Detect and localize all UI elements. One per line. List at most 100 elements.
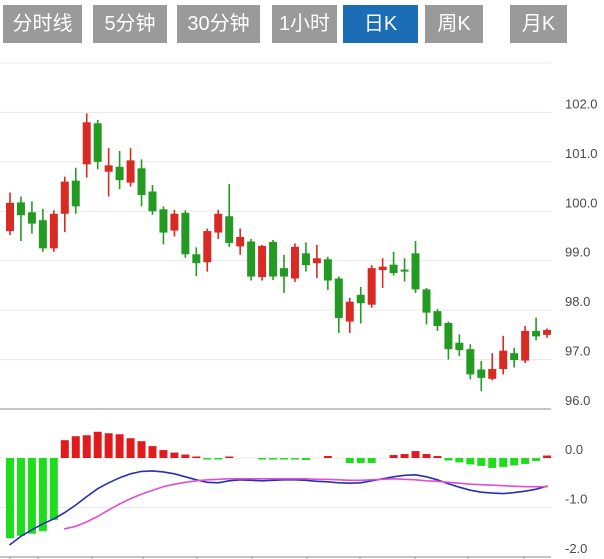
candle-body [543, 329, 552, 335]
macd-bar [181, 454, 190, 458]
candle-wick [20, 196, 22, 241]
candle-body [269, 241, 278, 277]
candle-body [455, 342, 464, 351]
macd-bar [71, 436, 80, 458]
candle-body [181, 212, 190, 255]
tab-daily-k[interactable]: 日K [343, 5, 418, 43]
candle-body [214, 213, 223, 233]
macd-histogram [6, 431, 552, 539]
candle-wick [535, 317, 537, 341]
macd-bar [148, 446, 157, 458]
tab-30min[interactable]: 30分钟 [177, 5, 260, 43]
macd-bar [258, 458, 267, 460]
macd-bar [104, 433, 113, 458]
price-axis-label: 99.0 [565, 245, 590, 260]
macd-bar [225, 456, 234, 458]
macd-bar [38, 458, 47, 532]
candle-body [115, 166, 124, 181]
candle-body [433, 311, 442, 326]
macd-bar [455, 458, 464, 463]
macd-axis-labels: 0.0 -1.0 -2.0 [565, 442, 587, 556]
price-axis-label: 102.0 [565, 96, 598, 111]
price-axis-label: 97.0 [565, 344, 590, 359]
macd-bar [521, 458, 530, 464]
tab-weekly-k[interactable]: 周K [425, 5, 483, 43]
candle-body [422, 289, 431, 313]
macd-bar [126, 438, 135, 458]
macd-bar [411, 451, 420, 458]
tab-1hour[interactable]: 1小时 [272, 5, 337, 43]
candle-body [488, 368, 497, 379]
tab-monthly-k[interactable]: 月K [510, 5, 567, 43]
candle-body [49, 213, 58, 249]
macd-bar [543, 455, 552, 458]
macd-bar [214, 458, 223, 460]
candles [6, 113, 552, 392]
macd-gridlines [0, 457, 551, 558]
macd-bar [49, 458, 58, 520]
macd-bar [323, 456, 332, 458]
candle-body [126, 160, 135, 183]
candle-wick [359, 286, 362, 324]
macd-bar [27, 458, 36, 534]
candle-body [225, 216, 234, 243]
dea-line [64, 477, 548, 530]
tab-timeline[interactable]: 分时线 [3, 5, 82, 43]
candle-body [192, 254, 201, 264]
macd-bar [93, 431, 102, 458]
macd-bar [290, 458, 299, 460]
macd-bar [422, 454, 431, 458]
macd-bar [532, 458, 541, 461]
candle-body [290, 246, 299, 279]
candle-body [301, 253, 310, 266]
macd-bar [510, 458, 519, 466]
candle-body [247, 241, 256, 277]
candle-body [170, 213, 179, 231]
candle-body [27, 212, 36, 224]
candle-body [312, 258, 321, 264]
candle-wick [491, 353, 494, 381]
candle-body [400, 269, 409, 272]
macd-bar [269, 458, 278, 460]
candle-body [411, 253, 420, 290]
candle-body [510, 353, 519, 361]
candle-body [16, 202, 25, 216]
candle-body [334, 278, 343, 319]
macd-bar [367, 458, 376, 463]
candle-body [38, 220, 47, 249]
price-axis-label: 101.0 [565, 146, 598, 161]
candle-body [236, 236, 245, 247]
candle-body [378, 266, 387, 271]
macd-bar [433, 456, 442, 458]
candle-body [389, 264, 398, 274]
candle-body [148, 191, 157, 212]
macd-bar [400, 454, 409, 458]
macd-bar [60, 440, 69, 458]
macd-bar [203, 458, 212, 460]
candle-body [345, 301, 354, 322]
candle-body [323, 259, 332, 281]
price-axis-labels: 102.0 101.0 100.0 99.0 98.0 97.0 96.0 [565, 96, 598, 408]
candle-body [280, 268, 288, 277]
candle-body [466, 349, 475, 375]
price-axis-label: 96.0 [565, 393, 590, 408]
macd-bar [488, 458, 497, 468]
candle-body [93, 123, 102, 162]
macd-bar [170, 452, 179, 458]
candle-wick [228, 184, 230, 247]
candle-body [104, 165, 113, 172]
macd-bar [345, 458, 354, 463]
macd-bar [6, 458, 14, 539]
macd-bar [115, 434, 124, 458]
candle-body [6, 202, 14, 232]
tab-5min[interactable]: 5分钟 [93, 5, 167, 43]
candle-wick [107, 148, 110, 197]
dif-line [9, 470, 548, 546]
macd-bar [444, 458, 453, 461]
macd-bar [82, 435, 91, 458]
price-axis-label: 100.0 [565, 195, 598, 210]
candle-body [367, 268, 376, 305]
candle-body [60, 181, 69, 214]
